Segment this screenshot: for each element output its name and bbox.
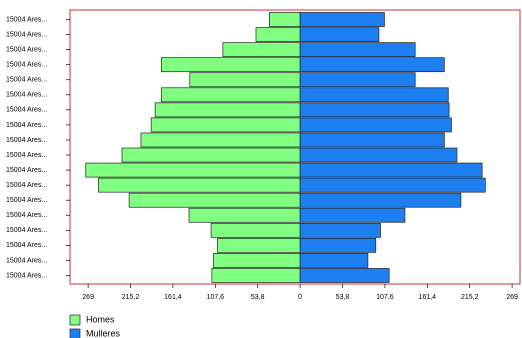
x-tick-label: 161,4 bbox=[164, 294, 182, 301]
y-tick-label: 15004 Ares... bbox=[6, 272, 47, 279]
bar bbox=[217, 237, 301, 253]
y-tick-label: 15004 Ares... bbox=[6, 137, 47, 144]
bar bbox=[299, 147, 458, 163]
x-tick-label: 269 bbox=[506, 294, 518, 301]
bar bbox=[189, 72, 301, 88]
bar bbox=[299, 192, 462, 208]
plot-border bbox=[69, 9, 521, 285]
bar bbox=[269, 12, 301, 27]
bar bbox=[150, 117, 301, 133]
x-tick-label: 107,6 bbox=[376, 294, 394, 301]
legend-swatch bbox=[69, 314, 81, 326]
bar bbox=[188, 207, 301, 223]
legend-label: Mulleres bbox=[86, 328, 121, 338]
y-tick-label: 15004 Ares... bbox=[6, 77, 47, 84]
y-tick-label: 15004 Ares... bbox=[6, 107, 47, 114]
bar bbox=[299, 57, 445, 73]
bar bbox=[211, 268, 301, 283]
y-tick-label: 15004 Ares... bbox=[6, 182, 47, 189]
bar bbox=[299, 162, 483, 178]
bar bbox=[210, 222, 301, 238]
bar bbox=[85, 162, 301, 178]
x-tick-label: 53,8 bbox=[251, 294, 265, 301]
bar bbox=[140, 132, 301, 148]
bar bbox=[299, 117, 452, 133]
bar bbox=[161, 57, 301, 73]
bar bbox=[255, 27, 301, 42]
y-tick-label: 15004 Ares... bbox=[6, 31, 47, 38]
y-tick-label: 15004 Ares... bbox=[6, 46, 47, 53]
y-tick-label: 15004 Ares... bbox=[6, 62, 47, 69]
bar bbox=[299, 27, 380, 42]
bar bbox=[222, 42, 301, 58]
x-tick-label: 161,4 bbox=[419, 294, 437, 301]
x-tick-label: 53,8 bbox=[336, 294, 350, 301]
bar bbox=[121, 147, 301, 163]
y-tick-label: 15004 Ares... bbox=[6, 167, 47, 174]
x-tick-label: 107,6 bbox=[207, 294, 225, 301]
y-tick-label: 15004 Ares... bbox=[6, 152, 47, 159]
bar bbox=[213, 253, 301, 268]
legend-swatch bbox=[69, 328, 81, 338]
bar bbox=[299, 268, 390, 283]
y-tick-label: 15004 Ares... bbox=[6, 92, 47, 99]
y-tick-label: 15004 Ares... bbox=[6, 242, 47, 249]
bar bbox=[299, 12, 385, 27]
bar bbox=[299, 42, 416, 58]
bar bbox=[299, 207, 406, 223]
bar bbox=[299, 72, 416, 88]
legend-label: Homes bbox=[86, 314, 115, 324]
y-tick-label: 15004 Ares... bbox=[6, 16, 47, 23]
y-tick-label: 15004 Ares... bbox=[6, 227, 47, 234]
y-tick-label: 15004 Ares... bbox=[6, 197, 47, 204]
y-tick-label: 15004 Ares... bbox=[6, 122, 47, 129]
bar bbox=[299, 87, 449, 103]
bar bbox=[299, 253, 369, 268]
bar bbox=[299, 177, 486, 193]
x-tick-label: 215,2 bbox=[461, 294, 479, 301]
bar bbox=[161, 87, 301, 103]
bar bbox=[299, 237, 377, 253]
bar bbox=[128, 192, 301, 208]
bar bbox=[98, 177, 301, 193]
y-tick-label: 15004 Ares... bbox=[6, 257, 47, 264]
x-tick-label: 0 bbox=[298, 294, 302, 301]
x-tick-label: 269 bbox=[82, 294, 94, 301]
bar bbox=[154, 102, 301, 118]
bar bbox=[299, 132, 445, 148]
bar bbox=[299, 222, 381, 238]
y-tick-label: 15004 Ares... bbox=[6, 212, 47, 219]
bar bbox=[299, 102, 450, 118]
x-tick-label: 215,2 bbox=[122, 294, 140, 301]
